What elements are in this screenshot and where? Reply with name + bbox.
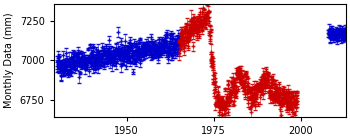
Y-axis label: Monthly Data (mm): Monthly Data (mm): [4, 13, 14, 108]
